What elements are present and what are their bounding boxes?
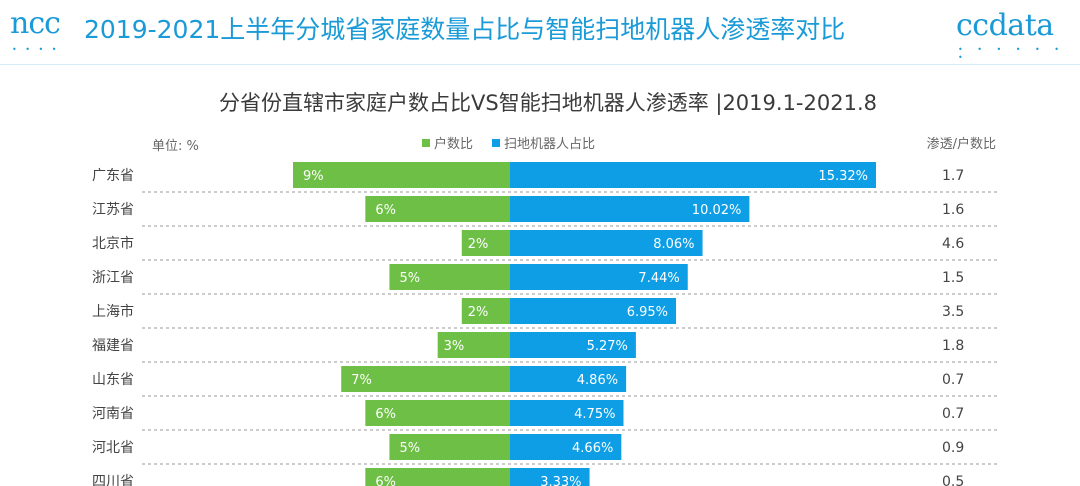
ccdata-logo-dots: • • • • • • •	[958, 45, 1066, 62]
bar-household-4	[461, 298, 510, 324]
ccdata-logo-text: ccdata	[956, 8, 1054, 43]
ncc-logo-text: ncc	[10, 6, 61, 41]
ratio-value-0: 1.7	[942, 168, 964, 184]
bar-household-label-4: 2%	[468, 305, 489, 320]
bar-household-9	[365, 468, 510, 486]
bar-household-label-7: 6%	[375, 407, 396, 422]
bar-household-label-1: 6%	[375, 203, 396, 218]
chart-title: 分省份直辖市家庭户数占比VS智能扫地机器人渗透率 |2019.1-2021.8	[219, 91, 877, 116]
bar-robot-label-5: 5.27%	[587, 339, 628, 354]
bar-robot-label-4: 6.95%	[627, 305, 668, 320]
bar-robot-label-3: 7.44%	[638, 271, 679, 286]
category-label-9: 四川省	[92, 474, 134, 486]
bar-household-0	[293, 162, 510, 188]
ratio-value-5: 1.8	[942, 338, 964, 354]
category-label-6: 山东省	[92, 372, 134, 388]
bar-robot-label-6: 4.86%	[577, 373, 618, 388]
page-title: 2019-2021上半年分城省家庭数量占比与智能扫地机器人渗透率对比	[84, 15, 846, 44]
bar-household-label-2: 2%	[468, 237, 489, 252]
chart-rows: 9% 15.32% 广东省 1.7 6% 10.02% 江苏省 1.6 2% 8.06% 北京市 4.…	[92, 162, 998, 486]
ratio-value-4: 3.5	[942, 304, 964, 320]
bar-robot-9	[510, 468, 590, 486]
chart-legend: 户数比 扫地机器人占比	[422, 136, 595, 152]
bar-household-1	[365, 196, 510, 222]
bar-household-label-0: 9%	[303, 169, 324, 184]
bar-household-label-6: 7%	[351, 373, 372, 388]
ratio-value-3: 1.5	[942, 270, 964, 286]
bar-household-label-9: 6%	[375, 475, 396, 486]
ratio-value-8: 0.9	[942, 440, 964, 456]
category-label-7: 河南省	[92, 406, 134, 422]
bar-robot-6	[510, 366, 627, 392]
bar-robot-label-1: 10.02%	[692, 203, 742, 218]
category-label-0: 广东省	[92, 168, 134, 184]
category-label-2: 北京市	[92, 235, 134, 252]
legend-robot-label: 扫地机器人占比	[504, 137, 595, 152]
bar-robot-label-8: 4.66%	[572, 441, 613, 456]
ncc-logo: ncc • • • •	[10, 6, 66, 54]
bar-household-5	[437, 332, 510, 358]
bar-robot-label-0: 15.32%	[818, 169, 868, 184]
bar-robot-4	[510, 298, 677, 324]
bar-household-6	[341, 366, 510, 392]
bar-household-3	[389, 264, 510, 290]
bar-robot-1	[510, 196, 750, 222]
bar-household-2	[461, 230, 510, 256]
bar-robot-label-7: 4.75%	[574, 407, 615, 422]
bar-household-7	[365, 400, 510, 426]
bar-robot-2	[510, 230, 703, 256]
category-label-5: 福建省	[92, 338, 134, 354]
legend-household-label: 户数比	[434, 136, 473, 152]
category-label-4: 上海市	[92, 303, 134, 320]
legend-robot-swatch	[492, 139, 500, 147]
ccdata-logo: ccdata • • • • • • •	[956, 8, 1066, 62]
category-label-1: 江苏省	[92, 202, 134, 218]
ratio-value-6: 0.7	[942, 372, 964, 388]
ratio-value-9: 0.5	[942, 474, 964, 486]
bar-robot-8	[510, 434, 622, 460]
ratio-value-2: 4.6	[942, 236, 964, 252]
unit-label: 单位: %	[152, 139, 199, 154]
bar-household-8	[389, 434, 510, 460]
bar-household-label-3: 5%	[399, 271, 420, 286]
ratio-value-1: 1.6	[942, 202, 964, 218]
ncc-logo-dots: • • • •	[12, 45, 60, 54]
ratio-value-7: 0.7	[942, 406, 964, 422]
bar-robot-label-9: 3.33%	[540, 475, 581, 486]
legend-household-swatch	[422, 139, 430, 147]
header-divider	[0, 64, 1080, 65]
bar-robot-5	[510, 332, 636, 358]
bar-household-label-5: 3%	[444, 339, 465, 354]
category-label-3: 浙江省	[92, 270, 134, 286]
bar-robot-label-2: 8.06%	[653, 237, 694, 252]
ratio-column-header: 渗透/户数比	[927, 136, 996, 152]
bar-household-label-8: 5%	[399, 441, 420, 456]
category-label-8: 河北省	[92, 440, 134, 456]
bar-robot-0	[510, 162, 876, 188]
header-bar: ncc • • • • 2019-2021上半年分城省家庭数量占比与智能扫地机器…	[0, 0, 1080, 65]
bar-robot-3	[510, 264, 688, 290]
bar-robot-7	[510, 400, 624, 426]
